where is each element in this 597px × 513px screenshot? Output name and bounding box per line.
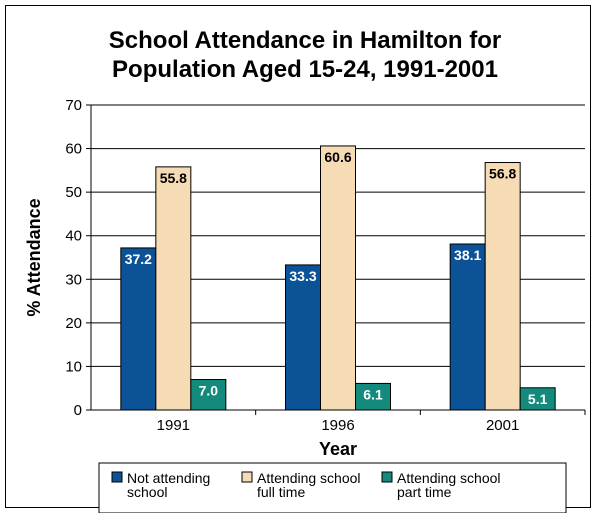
data-label: 60.6 <box>324 149 351 165</box>
y-tick-label: 30 <box>65 271 82 288</box>
y-tick-label: 0 <box>74 402 82 419</box>
y-tick-label: 10 <box>65 358 82 375</box>
data-label: 56.8 <box>489 166 516 182</box>
legend-label-line: full time <box>257 484 305 500</box>
y-tick-label: 50 <box>65 184 82 201</box>
data-label: 33.3 <box>289 268 316 284</box>
data-label: 5.1 <box>528 391 548 407</box>
y-tick-label: 60 <box>65 141 82 158</box>
legend-label-line: part time <box>397 484 452 500</box>
bar <box>155 166 192 411</box>
y-axis-label: % Attendance <box>24 198 44 316</box>
legend-label: Attending school full time <box>257 470 361 500</box>
data-label: 7.0 <box>199 383 219 399</box>
data-label: 55.8 <box>160 170 187 186</box>
chart-title-line: School Attendance in Hamilton for <box>109 27 501 54</box>
legend-label-line: Attending school <box>257 470 361 486</box>
x-tick-label: 1991 <box>157 417 190 434</box>
chart-title: School Attendance in Hamilton for Populat… <box>109 27 501 83</box>
data-label: 37.2 <box>125 251 152 267</box>
legend-label-line: Attending school <box>397 470 501 486</box>
axes: 0 10 20 30 40 50 60 70 1991 1996 2001 <box>65 97 586 434</box>
legend-box <box>98 462 567 513</box>
y-tick-label: 70 <box>65 97 82 114</box>
chart-text: School Attendance in Hamilton for Populat… <box>24 27 501 459</box>
bar <box>320 145 356 411</box>
bar <box>484 162 521 411</box>
bar <box>285 264 321 411</box>
legend-label: Not attending school <box>127 470 210 500</box>
legend-swatch <box>111 471 123 483</box>
legend-label: Attending school part time <box>397 470 501 500</box>
bar <box>449 243 486 411</box>
legend-swatch <box>241 471 253 483</box>
data-labels: 37.2 55.8 7.0 33.3 60.6 6.1 38.1 56.8 5.1 <box>125 149 548 407</box>
y-tick-label: 20 <box>65 315 82 332</box>
data-label: 6.1 <box>363 386 383 402</box>
legend-label-line: school <box>127 484 167 500</box>
y-tick-label: 40 <box>65 228 82 245</box>
bar <box>120 247 157 411</box>
x-tick-label: 1996 <box>321 417 354 434</box>
bar <box>355 382 391 411</box>
bars <box>120 145 556 411</box>
data-label: 38.1 <box>454 247 481 263</box>
x-tick-label: 2001 <box>486 417 519 434</box>
legend-swatch <box>381 471 393 483</box>
x-axis-label: Year <box>319 439 357 459</box>
legend-label-line: Not attending <box>127 470 210 486</box>
chart-title-line: Population Aged 15-24, 1991-2001 <box>112 56 498 83</box>
